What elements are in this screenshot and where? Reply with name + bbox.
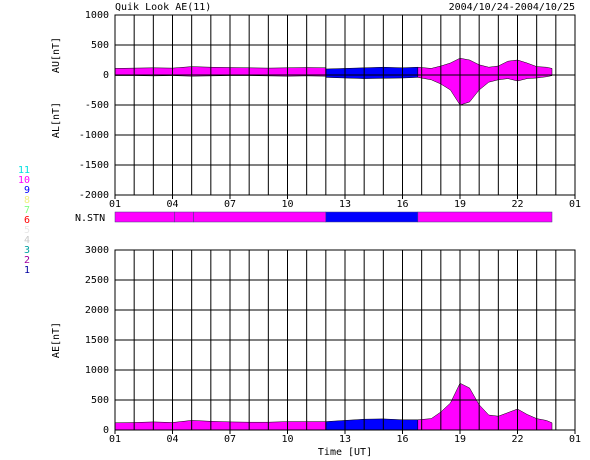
legend-entry: 5 — [24, 225, 30, 236]
x-tick-label: 04 — [166, 434, 178, 445]
station-segment — [193, 211, 327, 223]
x-tick-label: 07 — [224, 434, 236, 445]
plot-frame — [114, 249, 576, 431]
legend-entry: 8 — [24, 195, 30, 206]
legend-entry: 4 — [24, 235, 30, 246]
legend-entry: 1 — [24, 265, 30, 276]
x-tick-label: 19 — [454, 434, 466, 445]
area — [325, 66, 419, 76]
x-tick-label: 22 — [511, 434, 523, 445]
station-segment — [174, 211, 194, 223]
y-tick-label: 500 — [91, 40, 109, 51]
x-tick-label: 13 — [339, 199, 351, 210]
y-axis-label: AL[nT] — [51, 102, 62, 138]
legend-entry: 9 — [24, 185, 30, 196]
x-tick-label: 07 — [224, 199, 236, 210]
y-tick-label: 3000 — [85, 245, 109, 256]
x-axis-label: Time [UT] — [318, 447, 372, 458]
y-tick-label: -1500 — [79, 160, 109, 171]
y-tick-label: 1000 — [85, 10, 109, 21]
y-tick-label: 1000 — [85, 365, 109, 376]
x-tick-label: 01 — [109, 434, 121, 445]
legend-entry: 7 — [24, 205, 30, 216]
y-axis-label: AE[nT] — [51, 322, 62, 358]
x-tick-label: 19 — [454, 199, 466, 210]
legend-entry: 3 — [24, 245, 30, 256]
x-tick-label: 10 — [281, 199, 293, 210]
y-tick-label: 2000 — [85, 305, 109, 316]
area — [114, 66, 327, 76]
x-tick-label: 16 — [396, 199, 408, 210]
y-tick-label: 0 — [103, 425, 109, 436]
area — [417, 57, 553, 76]
date-range: 2004/10/24-2004/10/25 — [449, 2, 575, 13]
y-tick-label: -500 — [85, 100, 109, 111]
station-segment — [417, 211, 553, 223]
legend-entry: 2 — [24, 255, 30, 266]
plot-frame — [114, 14, 576, 196]
station-segment — [325, 211, 419, 223]
chart-title: Quik Look AE(11) — [115, 2, 211, 13]
y-tick-label: 2500 — [85, 275, 109, 286]
x-tick-label: 10 — [281, 434, 293, 445]
stations-label: N.STN — [75, 213, 105, 224]
x-tick-label: 01 — [569, 199, 581, 210]
x-tick-label: 01 — [109, 199, 121, 210]
y-axis-label: AU[nT] — [51, 37, 62, 73]
y-tick-label: 500 — [91, 395, 109, 406]
y-tick-label: -2000 — [79, 190, 109, 201]
y-tick-label: 0 — [103, 70, 109, 81]
area — [325, 418, 419, 431]
y-tick-label: 1500 — [85, 335, 109, 346]
legend-entry: 6 — [24, 215, 30, 226]
legend-entry: 11 — [18, 165, 30, 176]
area — [325, 74, 419, 79]
legend-entry: 10 — [18, 175, 30, 186]
x-tick-label: 04 — [166, 199, 178, 210]
x-tick-label: 22 — [511, 199, 523, 210]
x-tick-label: 16 — [396, 434, 408, 445]
x-tick-label: 13 — [339, 434, 351, 445]
station-segment — [114, 211, 175, 223]
x-tick-label: 01 — [569, 434, 581, 445]
area — [417, 382, 553, 431]
area — [417, 74, 553, 106]
y-tick-label: -1000 — [79, 130, 109, 141]
